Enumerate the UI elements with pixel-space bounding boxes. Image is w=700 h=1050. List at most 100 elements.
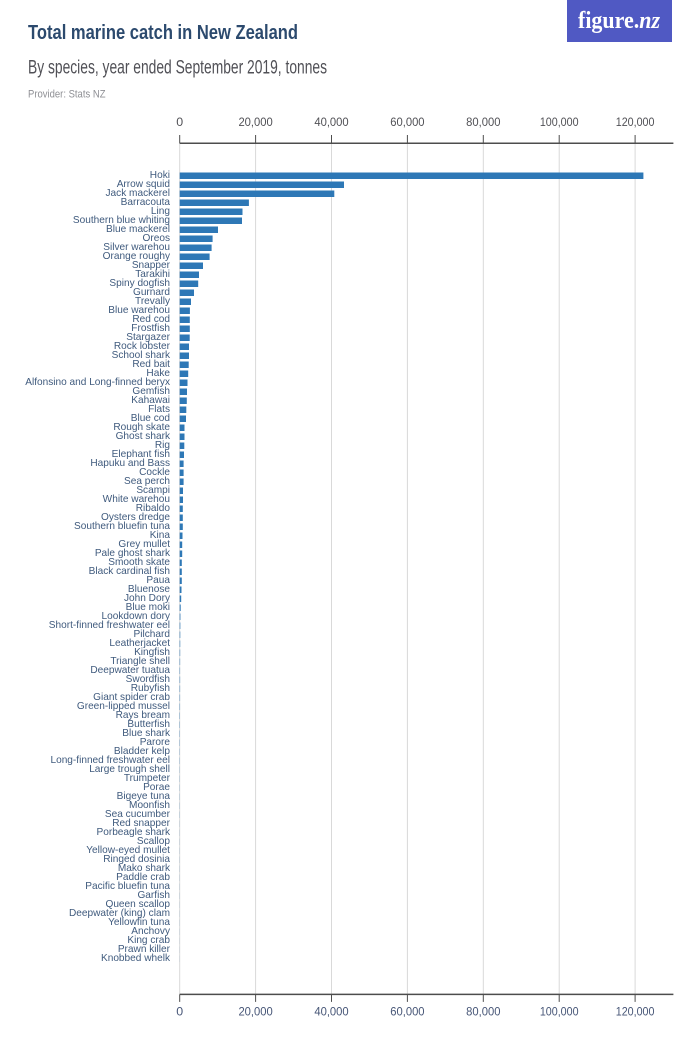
svg-text:Kahawai: Kahawai (131, 395, 170, 406)
svg-text:Kingfish: Kingfish (134, 647, 170, 658)
svg-text:Southern blue whiting: Southern blue whiting (73, 215, 170, 226)
svg-text:School shark: School shark (112, 350, 171, 361)
svg-text:Ghost shark: Ghost shark (116, 431, 171, 442)
svg-text:Oreos: Oreos (143, 233, 171, 244)
svg-text:White warehou: White warehou (103, 494, 170, 505)
svg-text:Moonfish: Moonfish (129, 800, 170, 811)
svg-text:40,000: 40,000 (314, 115, 348, 129)
svg-text:Rays bream: Rays bream (116, 710, 170, 721)
svg-text:Red snapper: Red snapper (112, 818, 170, 829)
svg-text:Paua: Paua (146, 575, 170, 586)
svg-text:Silver warehou: Silver warehou (103, 242, 170, 253)
svg-text:Ling: Ling (151, 206, 170, 217)
svg-text:Pilchard: Pilchard (134, 629, 170, 640)
svg-text:Anchovy: Anchovy (131, 926, 171, 937)
svg-text:King crab: King crab (127, 935, 170, 946)
svg-text:Long-finned freshwater eel: Long-finned freshwater eel (50, 755, 170, 766)
svg-text:Gemfish: Gemfish (132, 386, 170, 397)
svg-text:Grey mullet: Grey mullet (118, 539, 170, 550)
svg-text:Trevally: Trevally (135, 296, 171, 307)
svg-text:80,000: 80,000 (466, 1005, 500, 1019)
svg-text:60,000: 60,000 (390, 1005, 424, 1019)
svg-text:Parore: Parore (140, 737, 171, 748)
svg-text:Smooth skate: Smooth skate (108, 557, 170, 568)
svg-text:Snapper: Snapper (132, 260, 171, 271)
svg-text:figure.nz: figure.nz (578, 8, 661, 34)
svg-text:Blue moki: Blue moki (126, 602, 170, 613)
svg-text:Hoki: Hoki (150, 170, 170, 181)
svg-text:0: 0 (176, 1005, 183, 1019)
svg-text:Red cod: Red cod (132, 314, 170, 325)
svg-text:Deepwater (king) clam: Deepwater (king) clam (69, 908, 170, 919)
svg-text:Tarakihi: Tarakihi (135, 269, 170, 280)
svg-text:Pacific bluefin tuna: Pacific bluefin tuna (85, 881, 170, 892)
svg-text:Barracouta: Barracouta (121, 197, 171, 208)
svg-text:Oysters dredge: Oysters dredge (101, 512, 170, 523)
svg-text:Lookdown dory: Lookdown dory (102, 611, 171, 622)
svg-text:Ringed dosinia: Ringed dosinia (103, 854, 170, 865)
svg-text:Swordfish: Swordfish (126, 674, 170, 685)
svg-text:Garfish: Garfish (137, 890, 170, 901)
svg-text:Hake: Hake (146, 368, 170, 379)
svg-text:120,000: 120,000 (616, 115, 655, 129)
svg-text:Giant spider crab: Giant spider crab (93, 692, 170, 703)
svg-text:Flats: Flats (148, 404, 170, 415)
svg-text:Elephant fish: Elephant fish (112, 449, 170, 460)
svg-text:Rubyfish: Rubyfish (131, 683, 170, 694)
svg-text:Mako shark: Mako shark (118, 863, 171, 874)
svg-text:Ribaldo: Ribaldo (136, 503, 171, 514)
svg-text:Blue shark: Blue shark (122, 728, 171, 739)
svg-text:Yellow-eyed mullet: Yellow-eyed mullet (86, 845, 170, 856)
svg-text:Arrow squid: Arrow squid (117, 179, 170, 190)
svg-text:20,000: 20,000 (238, 1005, 272, 1019)
svg-text:Blue warehou: Blue warehou (108, 305, 170, 316)
svg-text:40,000: 40,000 (314, 1005, 348, 1019)
svg-text:Bladder kelp: Bladder kelp (114, 746, 170, 757)
svg-text:Green-lipped mussel: Green-lipped mussel (77, 701, 170, 712)
svg-text:Blue mackerel: Blue mackerel (106, 224, 170, 235)
svg-text:Butterfish: Butterfish (127, 719, 170, 730)
svg-text:Kina: Kina (150, 530, 171, 541)
svg-text:Rock lobster: Rock lobster (114, 341, 171, 352)
svg-text:Southern bluefin tuna: Southern bluefin tuna (74, 521, 170, 532)
svg-text:Prawn killer: Prawn killer (118, 944, 171, 955)
svg-text:Black cardinal fish: Black cardinal fish (89, 566, 170, 577)
svg-text:Triangle shell: Triangle shell (110, 656, 170, 667)
svg-text:Jack mackerel: Jack mackerel (105, 188, 170, 199)
svg-text:Spiny dogfish: Spiny dogfish (109, 278, 170, 289)
svg-text:Alfonsino and Long-finned bery: Alfonsino and Long-finned beryx (25, 377, 170, 388)
svg-text:Scallop: Scallop (137, 836, 170, 847)
svg-text:60,000: 60,000 (390, 115, 424, 129)
svg-text:Sea cucumber: Sea cucumber (105, 809, 171, 820)
svg-text:Sea perch: Sea perch (124, 476, 170, 487)
svg-text:Total marine catch in New Zeal: Total marine catch in New Zealand (28, 22, 298, 44)
svg-text:Queen scallop: Queen scallop (105, 899, 170, 910)
svg-text:80,000: 80,000 (466, 115, 500, 129)
svg-text:Orange roughy: Orange roughy (103, 251, 171, 262)
svg-text:100,000: 100,000 (540, 1005, 579, 1019)
svg-text:20,000: 20,000 (238, 115, 272, 129)
svg-text:Provider: Stats NZ: Provider: Stats NZ (28, 89, 106, 101)
svg-text:100,000: 100,000 (540, 115, 579, 129)
svg-text:Pale ghost shark: Pale ghost shark (95, 548, 171, 559)
svg-text:Hapuku and Bass: Hapuku and Bass (90, 458, 170, 469)
svg-text:0: 0 (176, 115, 183, 129)
svg-text:Red bait: Red bait (132, 359, 170, 370)
svg-text:120,000: 120,000 (616, 1005, 655, 1019)
svg-text:Leatherjacket: Leatherjacket (109, 638, 170, 649)
svg-text:Trumpeter: Trumpeter (124, 773, 171, 784)
svg-text:Bluenose: Bluenose (128, 584, 170, 595)
svg-text:Large trough shell: Large trough shell (89, 764, 170, 775)
svg-text:Porbeagle shark: Porbeagle shark (96, 827, 170, 838)
svg-text:Short-finned freshwater eel: Short-finned freshwater eel (49, 620, 170, 631)
svg-text:Porae: Porae (143, 782, 170, 793)
svg-text:Stargazer: Stargazer (126, 332, 170, 343)
svg-text:Scampi: Scampi (136, 485, 170, 496)
svg-text:Rough skate: Rough skate (113, 422, 170, 433)
svg-text:Paddle crab: Paddle crab (116, 872, 170, 883)
svg-text:Blue cod: Blue cod (131, 413, 170, 424)
svg-text:Yellowfin tuna: Yellowfin tuna (108, 917, 170, 928)
svg-text:Deepwater tuatua: Deepwater tuatua (90, 665, 170, 676)
svg-text:By species, year ended Septemb: By species, year ended September 2019, t… (28, 58, 327, 79)
svg-text:Rig: Rig (155, 440, 170, 451)
